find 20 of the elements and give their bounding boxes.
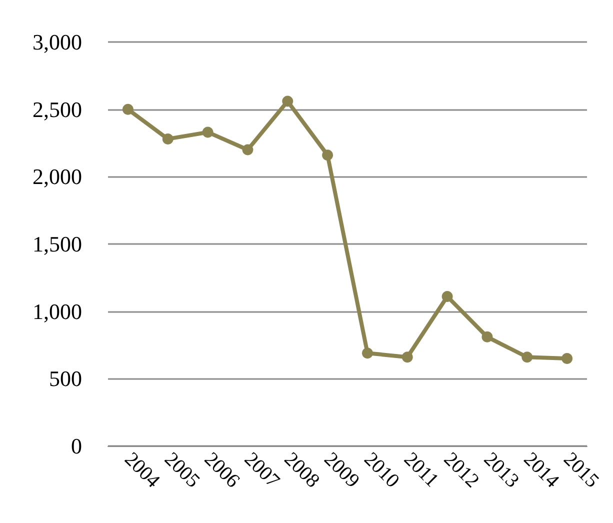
y-tick-label: 500 (49, 366, 82, 392)
point (122, 104, 134, 115)
point (242, 144, 254, 156)
y-tick-label: 2,500 (32, 96, 82, 122)
y-tick-label: 1,500 (32, 232, 82, 256)
y-tick-label: 0 (71, 434, 82, 458)
x-tick-label: 2007 (240, 448, 284, 492)
point (402, 352, 413, 363)
y-tick-label: 3,000 (32, 30, 82, 54)
point (322, 150, 334, 161)
y-tick-label: 1,000 (32, 298, 82, 324)
y-tick-label: 2,000 (32, 164, 82, 190)
point (362, 348, 373, 359)
point (442, 291, 453, 302)
point (562, 352, 573, 364)
point (202, 126, 214, 138)
point (162, 133, 174, 144)
point (282, 96, 294, 107)
point (482, 331, 493, 342)
point (522, 352, 533, 363)
